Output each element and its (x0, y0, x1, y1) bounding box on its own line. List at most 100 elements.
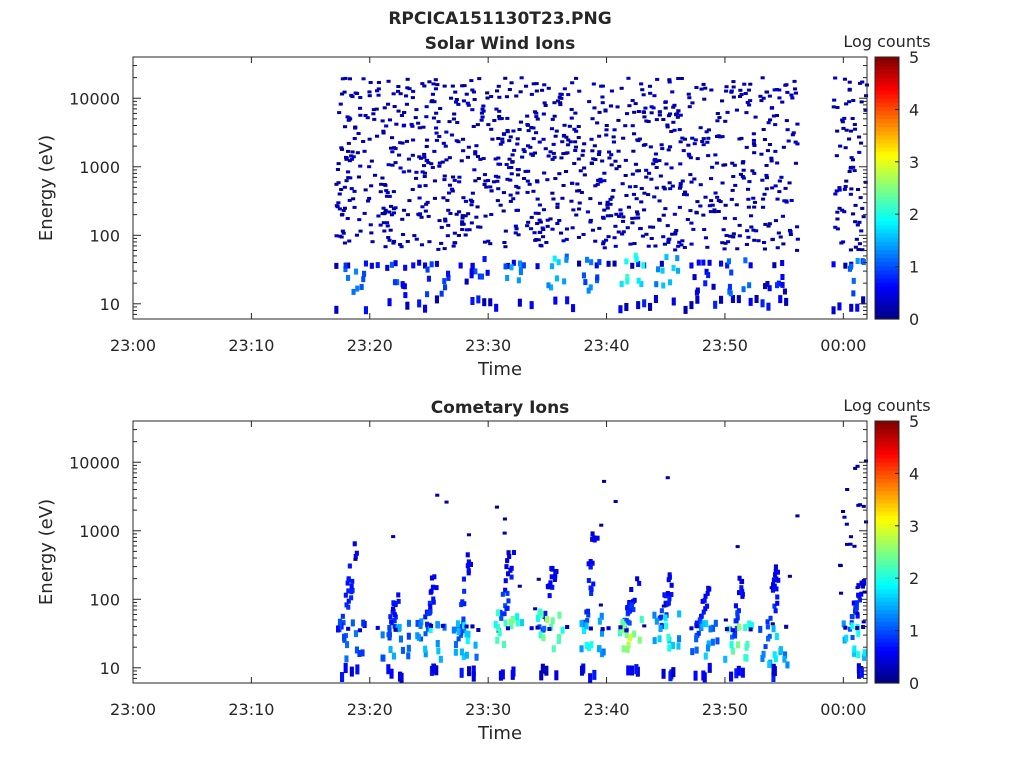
heatmap-cell (621, 219, 626, 223)
heatmap-cell (770, 186, 775, 190)
heatmap-cell (699, 87, 704, 91)
heatmap-cell (429, 261, 434, 268)
heatmap-cell (486, 239, 491, 243)
heatmap-cell (519, 619, 524, 627)
heatmap-cell (514, 227, 519, 231)
colorbar-segment (875, 122, 899, 128)
heatmap-cell (703, 652, 708, 660)
heatmap-cell (376, 214, 381, 218)
heatmap-cell (367, 165, 372, 169)
heatmap-cell (607, 150, 612, 154)
colorbar-segment (875, 65, 899, 70)
heatmap-cell (345, 641, 350, 649)
y-tick-label: 100 (89, 590, 120, 609)
heatmap-cell (702, 97, 707, 101)
heatmap-cell (545, 224, 550, 228)
heatmap-cell (458, 627, 463, 633)
heatmap-cell (398, 671, 403, 682)
heatmap-cell (410, 124, 415, 128)
heatmap-cell (604, 128, 609, 132)
heatmap-cell (855, 303, 860, 312)
heatmap-cell (471, 665, 476, 676)
heatmap-cell (473, 150, 478, 154)
heatmap-cell (427, 80, 432, 84)
heatmap-cell (464, 278, 469, 285)
colorbar-segment (875, 547, 899, 553)
heatmap-cell (713, 191, 718, 195)
heatmap-cell (392, 105, 397, 108)
heatmap-cell (353, 557, 358, 561)
heatmap-cell (687, 154, 692, 158)
heatmap-cell (752, 205, 757, 209)
heatmap-cell (776, 577, 781, 583)
heatmap-cell (701, 259, 706, 266)
heatmap-cell (489, 189, 494, 193)
heatmap-cell (855, 586, 860, 590)
heatmap-cell (389, 146, 394, 150)
heatmap-cell (860, 583, 865, 589)
heatmap-cell (855, 626, 860, 630)
heatmap-cell (507, 554, 512, 559)
heatmap-cell (838, 144, 843, 148)
heatmap-cell (385, 191, 390, 195)
heatmap-cell (424, 202, 429, 206)
heatmap-cell (729, 89, 734, 93)
heatmap-cell (695, 624, 700, 629)
heatmap-cell (711, 624, 716, 632)
heatmap-cell (853, 203, 858, 207)
heatmap-cell (847, 137, 852, 141)
heatmap-cell (777, 88, 782, 92)
heatmap-cell (345, 217, 350, 220)
heatmap-cell (632, 242, 637, 245)
heatmap-cell (402, 111, 407, 114)
heatmap-cell (475, 155, 480, 158)
heatmap-cell (342, 90, 347, 94)
heatmap-cell (722, 247, 727, 251)
heatmap-cell (494, 107, 499, 111)
heatmap-cell (588, 197, 593, 201)
heatmap-cell (703, 280, 708, 287)
heatmap-cell (557, 172, 562, 176)
heatmap-cell (526, 169, 531, 173)
heatmap-cell (695, 287, 700, 294)
heatmap-cell (600, 627, 605, 632)
heatmap-cell (426, 214, 431, 218)
heatmap-cell (488, 242, 493, 246)
heatmap-cell (495, 636, 500, 644)
heatmap-cell (547, 627, 552, 631)
heatmap-cell (795, 248, 800, 252)
heatmap-cell (624, 631, 629, 639)
heatmap-cell (451, 244, 456, 248)
heatmap-cell (541, 235, 546, 239)
heatmap-cell (720, 181, 725, 185)
heatmap-cell (515, 613, 520, 621)
colorbar-segment (875, 457, 899, 463)
heatmap-cell (501, 641, 506, 648)
heatmap-cell (775, 569, 780, 575)
heatmap-cell (601, 240, 606, 244)
heatmap-cell (746, 197, 751, 201)
colorbar-segment (875, 102, 899, 107)
heatmap-cell (648, 225, 653, 229)
heatmap-cell (709, 199, 714, 203)
heatmap-cell (775, 246, 780, 250)
heatmap-cell (730, 161, 735, 165)
heatmap-cell (402, 208, 407, 212)
heatmap-cell (505, 626, 510, 631)
heatmap-cell (595, 274, 600, 281)
heatmap-cell (555, 202, 560, 206)
heatmap-cell (740, 175, 745, 178)
heatmap-cell (782, 655, 787, 663)
heatmap-cell (525, 190, 530, 194)
heatmap-cell (423, 645, 428, 653)
heatmap-cell (844, 179, 849, 183)
heatmap-cell (529, 126, 534, 129)
heatmap-cell (856, 629, 861, 637)
heatmap-cell (598, 201, 603, 205)
heatmap-cell (734, 203, 739, 207)
cometary-panel: Cometary Ions 23:00 23:10 23:20 23:30 23:40 2… (36, 396, 931, 744)
heatmap-cell (423, 184, 428, 188)
colorbar-segment (875, 646, 899, 651)
heatmap-cell (572, 162, 577, 165)
heatmap-cell (677, 205, 682, 209)
